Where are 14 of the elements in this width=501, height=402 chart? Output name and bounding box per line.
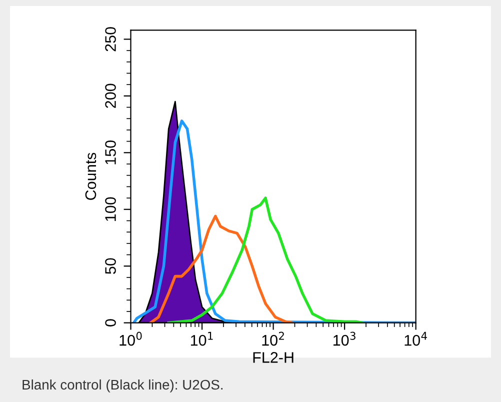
- x-tick-label: 10$^{3}$: [334, 332, 356, 346]
- x-axis-title: FL2-H: [253, 352, 294, 363]
- y-tick-label: 50: [105, 258, 116, 274]
- y-tick-label: 250: [105, 27, 116, 52]
- y-tick-label: 0: [105, 319, 116, 326]
- y-axis-title: Counts: [85, 152, 96, 200]
- x-tick-label: 10$^{4}$: [404, 332, 427, 346]
- y-tick-label: 200: [105, 84, 116, 108]
- x-tick-label: 10$^{0}$: [120, 332, 142, 346]
- y-tick-label: 150: [105, 140, 116, 164]
- x-tick-label: 10$^{1}$: [190, 332, 213, 346]
- text: Blank control (Black line): U2OS.: [22, 379, 223, 392]
- x-tick-label: 10$^{2}$: [262, 332, 284, 346]
- y-tick-label: 100: [105, 197, 116, 221]
